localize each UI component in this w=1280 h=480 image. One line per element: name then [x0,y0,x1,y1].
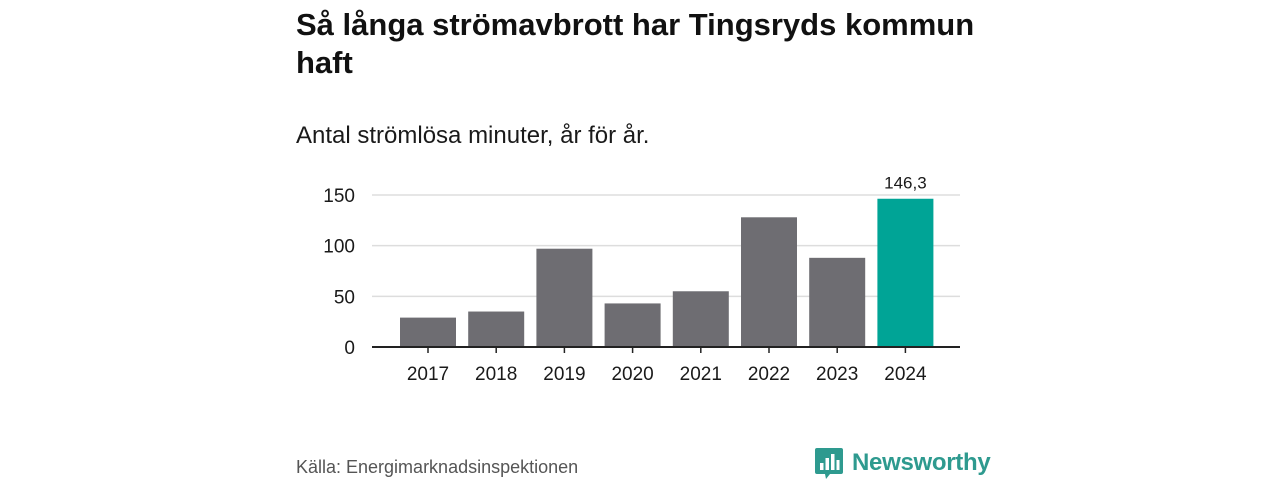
source-note: Källa: Energimarknadsinspektionen [296,457,579,477]
chart-subtitle: Antal strömlösa minuter, år för år. [296,122,650,149]
x-tick-label: 2021 [680,364,722,385]
y-tick-label: 150 [323,186,355,207]
newsworthy-logo: Newsworthy [814,446,991,480]
bar [672,291,729,347]
bar [741,217,797,347]
logo-text: Newsworthy [852,449,991,476]
bar [536,248,593,347]
x-tick-label: 2024 [884,364,927,385]
x-tick-label: 2018 [475,364,517,385]
bar [809,257,866,347]
y-tick-label: 0 [344,338,355,359]
data-label: 146,3 [884,174,927,193]
bar-chart: 0 50 100 150 2017 2018 2019 2020 2021 2022 2023 202… [323,174,960,385]
y-tick-label: 100 [323,237,355,258]
x-tick-label: 2020 [611,364,653,385]
chart-title: Så långa strömavbrott har Tingsryds komm… [296,7,975,80]
bar [400,317,456,347]
x-tick-label: 2019 [543,364,585,385]
x-tick-label: 2017 [407,364,449,385]
bar-chart-speech-icon [815,448,843,479]
bar [604,303,661,347]
y-tick-label: 50 [334,287,355,308]
x-tick-label: 2023 [816,364,858,385]
bar [877,198,934,347]
x-tick-label: 2022 [748,364,790,385]
bar [468,311,525,347]
